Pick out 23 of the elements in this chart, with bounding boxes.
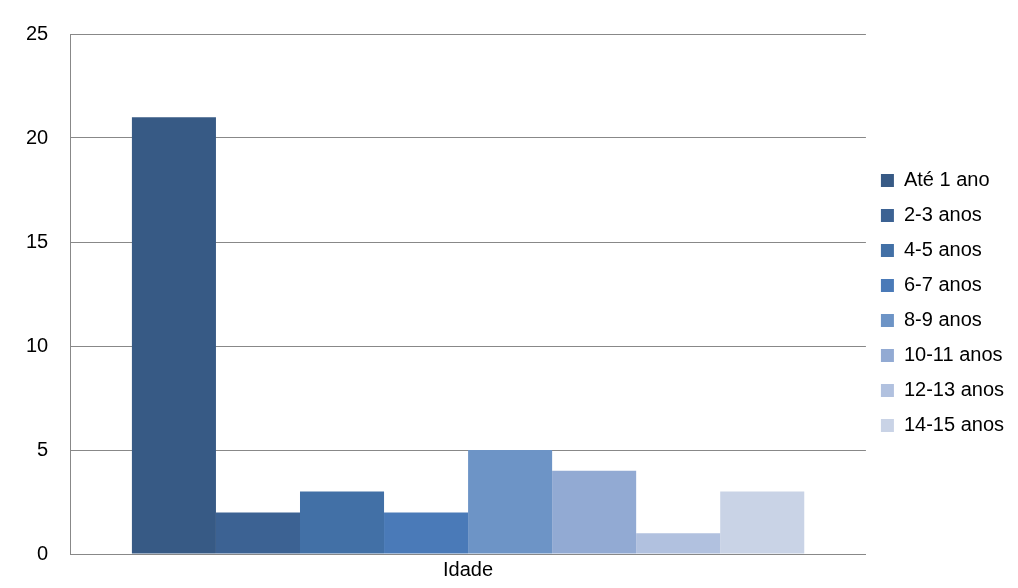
bar — [636, 533, 721, 554]
bar — [468, 450, 553, 554]
legend-label: 10-11 anos — [903, 343, 1003, 366]
y-tick-label: 0 — [37, 541, 49, 564]
legend-label: 14-15 anos — [903, 413, 1004, 436]
bar — [300, 491, 385, 554]
y-tick-label: 20 — [26, 125, 49, 148]
y-tick-label: 5 — [37, 437, 49, 460]
legend-label: 4-5 anos — [903, 238, 982, 261]
x-tick-label: Idade — [443, 557, 494, 580]
bar — [720, 491, 805, 554]
legend-label: 8-9 anos — [903, 308, 982, 331]
y-tick-label: 10 — [26, 333, 49, 356]
legend-label: 12-13 anos — [903, 378, 1004, 401]
y-tick-label: 25 — [26, 21, 49, 44]
y-tick-label: 15 — [26, 229, 49, 252]
bar — [131, 117, 216, 554]
legend-label: 2-3 anos — [903, 203, 982, 226]
legend-label: 6-7 anos — [903, 273, 982, 296]
bar — [215, 512, 300, 554]
legend-label: Até 1 ano — [903, 168, 990, 191]
bar — [552, 470, 637, 554]
bar — [384, 512, 469, 554]
